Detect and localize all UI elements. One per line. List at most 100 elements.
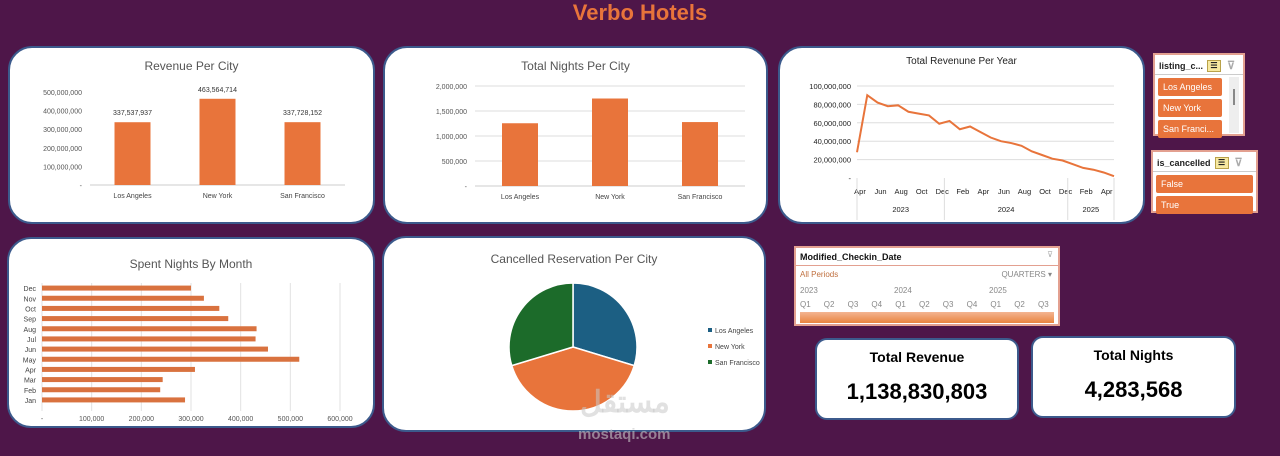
x-tick-label: 300,000 xyxy=(178,416,203,423)
timeline-quarter[interactable]: Q1 xyxy=(895,300,906,309)
dashboard-title: Verbo Hotels xyxy=(572,0,708,25)
timeline-quarter[interactable]: Q4 xyxy=(871,300,883,309)
y-tick-label: May xyxy=(23,357,37,364)
bar xyxy=(199,98,236,185)
year-label: 2023 xyxy=(892,205,909,214)
y-tick-label: 300,000,000 xyxy=(43,127,82,134)
x-tick-label: Los Angeles xyxy=(113,193,152,200)
timeline-level-dropdown[interactable]: QUARTERS ▾ xyxy=(1001,270,1052,279)
slicer-item-los-angeles[interactable]: Los Angeles xyxy=(1158,78,1222,96)
kpi-label: Total Nights xyxy=(1093,347,1174,363)
kpi-value: 4,283,568 xyxy=(1084,377,1183,402)
x-tick-label: Feb xyxy=(956,187,969,196)
legend-swatch xyxy=(708,328,712,332)
x-tick-label: Apr xyxy=(854,187,866,196)
total-nights-per-city-chart: Total Nights Per City - 500,000 1,000,000 1,… xyxy=(383,46,768,224)
timeline-title: Modified_Checkin_Date xyxy=(796,248,1058,266)
timeline-quarter[interactable]: Q1 xyxy=(990,300,1002,309)
chart-plot: - 100,000 200,000 300,000 400,000 500,000 600,… xyxy=(23,283,353,423)
bar xyxy=(42,387,161,393)
y-tick-label: Jan xyxy=(25,398,36,405)
total-revenue-kpi: Total Revenue 1,138,830,803 xyxy=(815,338,1019,420)
legend-label: New York xyxy=(715,344,745,351)
clear-filter-icon[interactable]: ⊽ xyxy=(1227,60,1236,72)
watermark-text: mostaqi.com xyxy=(578,426,671,443)
y-tick-label: 20,000,000 xyxy=(813,156,851,165)
y-tick-label: 200,000,000 xyxy=(43,146,82,153)
y-tick-label: 500,000 xyxy=(442,159,467,166)
y-tick-label: 1,000,000 xyxy=(436,134,467,141)
timeline-year: 2024 xyxy=(894,286,912,295)
y-tick-label: Sep xyxy=(24,317,37,324)
x-tick-label: New York xyxy=(595,194,625,201)
timeline-quarter[interactable]: Q4 xyxy=(966,300,978,309)
data-label: 337,537,937 xyxy=(113,110,152,117)
series-line xyxy=(856,93,1115,178)
all-periods-label: All Periods xyxy=(800,270,839,279)
spent-nights-by-month-chart: Spent Nights By Month - 100,000 200,000 300,… xyxy=(7,237,375,428)
timeline-bar[interactable] xyxy=(800,312,1054,323)
bar xyxy=(502,123,538,186)
timeline-quarter[interactable]: Q2 xyxy=(919,300,930,309)
slicer-scrollbar[interactable] xyxy=(1229,77,1239,133)
checkin-date-timeline[interactable]: Modified_Checkin_Date ⊽ All Periods QUAR… xyxy=(794,246,1060,326)
bar xyxy=(42,366,195,372)
listing-city-slicer[interactable]: listing_c... ☰ ⊽ Los Angeles New York San … xyxy=(1153,53,1245,138)
bar xyxy=(42,316,229,322)
chart-title: Total Nights Per City xyxy=(521,59,630,73)
pie-slice xyxy=(572,282,638,367)
y-tick-label: 2,000,000 xyxy=(436,84,467,91)
multi-select-icon[interactable]: ☰ xyxy=(1207,59,1222,72)
chart-plot: Los Angeles New York San Francisco xyxy=(508,282,760,412)
legend-label: Los Angeles xyxy=(715,328,754,335)
x-tick-label: Oct xyxy=(1039,187,1052,196)
y-tick-label: Oct xyxy=(25,306,36,313)
x-tick-label: 400,000 xyxy=(228,416,253,423)
bar xyxy=(42,377,163,383)
x-tick-label: Oct xyxy=(916,187,929,196)
revenue-per-city-chart: Revenue Per City - 100,000,000 200,000,000 3… xyxy=(8,46,375,224)
timeline-year: 2023 xyxy=(800,286,818,295)
timeline-quarter[interactable]: Q3 xyxy=(847,300,859,309)
y-tick-label: - xyxy=(80,183,83,190)
timeline-quarter[interactable]: Q2 xyxy=(823,300,835,309)
bar xyxy=(42,295,204,301)
y-tick-label: 100,000,000 xyxy=(43,164,82,171)
clear-filter-icon[interactable]: ⊽ xyxy=(1047,250,1053,259)
timeline-quarter[interactable]: Q1 xyxy=(800,300,811,309)
bar xyxy=(114,122,151,185)
y-tick-label: 60,000,000 xyxy=(813,119,851,128)
chart-title: Spent Nights By Month xyxy=(129,257,253,271)
kpi-label: Total Revenue xyxy=(869,349,965,365)
y-tick-label: 100,000,000 xyxy=(809,82,851,91)
is-cancelled-slicer[interactable]: is_cancelled ☰ ⊽ False True xyxy=(1151,150,1258,214)
y-tick-label: Mar xyxy=(24,378,37,385)
multi-select-icon[interactable]: ☰ xyxy=(1214,156,1229,169)
y-tick-label: 1,500,000 xyxy=(436,109,467,116)
y-tick-label: Nov xyxy=(24,296,37,303)
slicer-item-true[interactable]: True xyxy=(1156,196,1253,214)
x-tick-label: Jun xyxy=(875,187,887,196)
legend-label: San Francisco xyxy=(715,360,760,367)
legend-swatch xyxy=(708,344,712,348)
slicer-item-san-francisco[interactable]: San Franci... xyxy=(1158,120,1222,138)
x-tick-label: - xyxy=(41,416,44,423)
x-tick-label: Jun xyxy=(998,187,1010,196)
y-tick-label: 80,000,000 xyxy=(813,100,851,109)
bar xyxy=(42,397,186,403)
slicer-item-false[interactable]: False xyxy=(1156,175,1253,193)
clear-filter-icon[interactable]: ⊽ xyxy=(1234,157,1243,169)
timeline-quarter[interactable]: Q3 xyxy=(1038,300,1049,309)
pie-slice xyxy=(510,346,636,412)
x-tick-label: San Francisco xyxy=(678,194,723,201)
year-label: 2024 xyxy=(998,205,1015,214)
y-tick-label: Dec xyxy=(24,286,37,293)
x-tick-label: Los Angeles xyxy=(501,194,540,201)
x-tick-label: Apr xyxy=(1101,187,1113,196)
x-tick-label: 500,000 xyxy=(278,416,303,423)
timeline-quarter[interactable]: Q3 xyxy=(942,300,954,309)
slicer-item-new-york[interactable]: New York xyxy=(1158,99,1222,117)
total-nights-kpi: Total Nights 4,283,568 xyxy=(1031,336,1236,418)
bar xyxy=(42,285,191,291)
timeline-quarter[interactable]: Q2 xyxy=(1014,300,1025,309)
